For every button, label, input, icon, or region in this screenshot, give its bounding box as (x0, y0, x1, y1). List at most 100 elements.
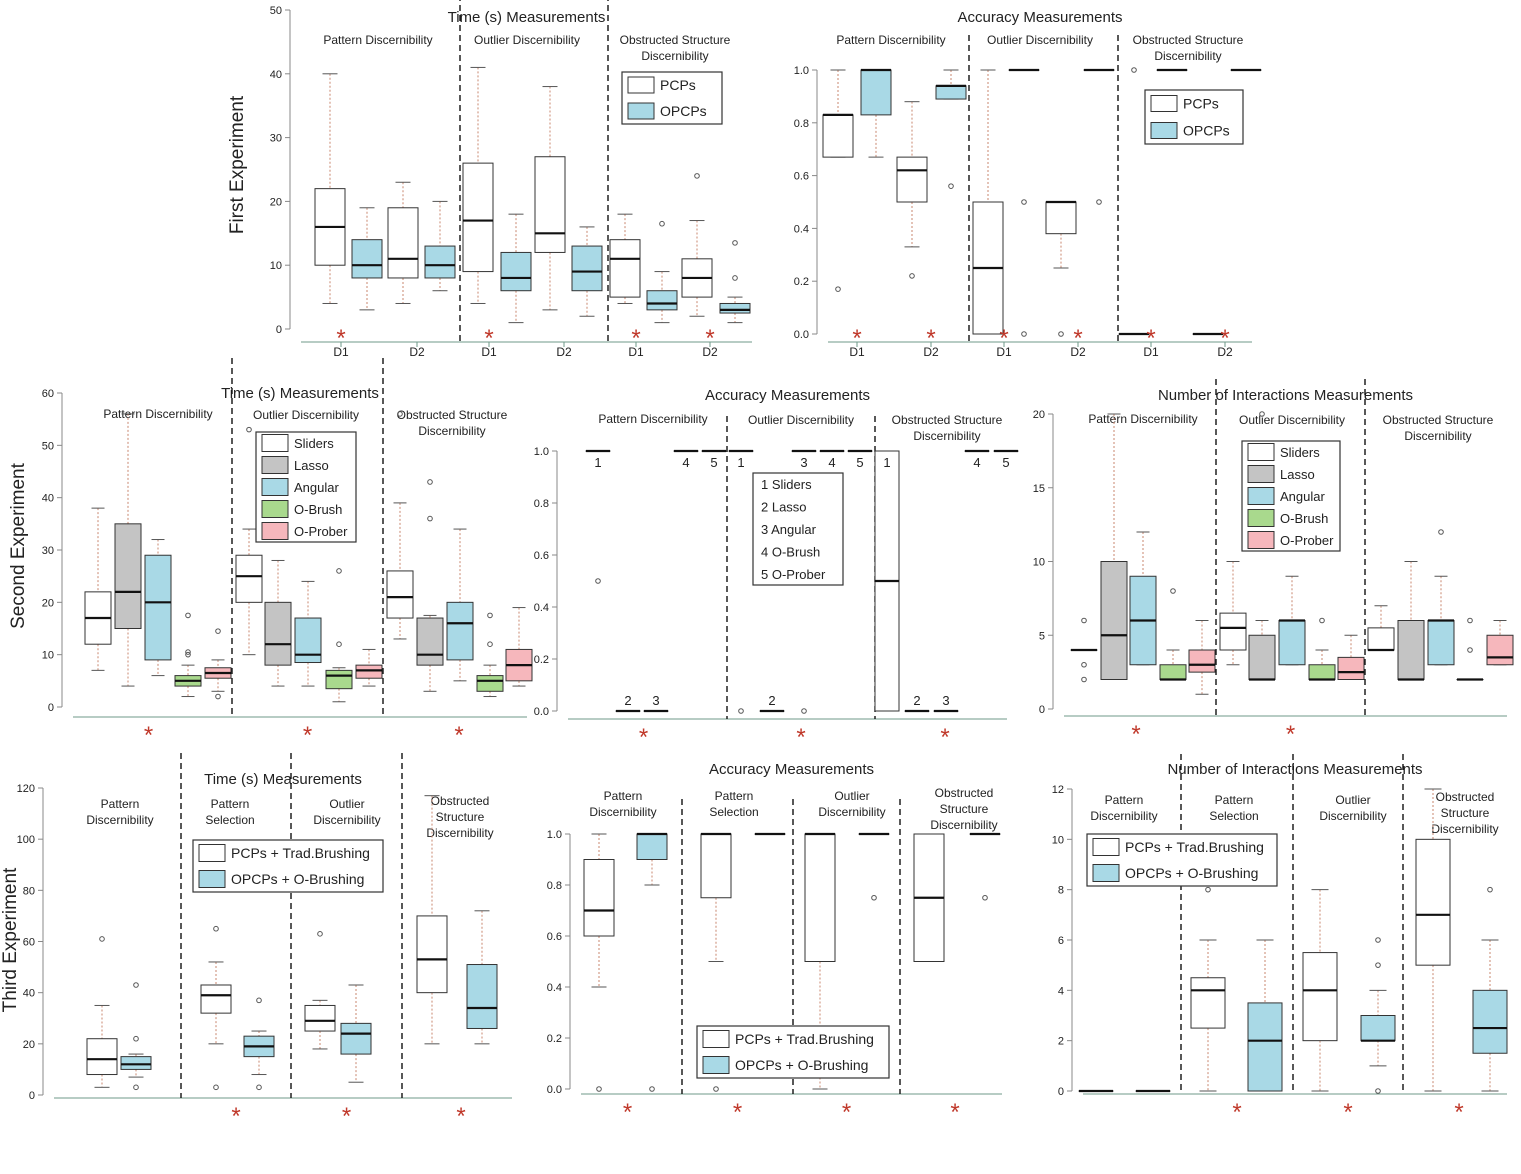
y-tick-label: 30 (42, 545, 54, 557)
significance-star: * (631, 325, 640, 352)
box (805, 834, 835, 962)
box (201, 985, 231, 1013)
y-tick-label: 0.2 (794, 276, 809, 288)
box (356, 665, 382, 678)
box (1191, 978, 1225, 1028)
group-label: Outlier (1335, 793, 1370, 807)
outlier-point (983, 895, 988, 900)
outlier-point (216, 694, 221, 699)
group-label: Outlier (834, 789, 869, 803)
outlier-point (1022, 200, 1027, 205)
box (572, 246, 602, 291)
box-number-label: 2 (624, 693, 631, 708)
significance-star: * (999, 325, 1008, 352)
box (823, 115, 853, 157)
legend-entry-label: 1 Sliders (761, 477, 812, 492)
significance-star: * (852, 325, 861, 352)
legend-entry-label: PCPs + Trad.Brushing (231, 845, 370, 861)
box-number-label: 1 (883, 455, 890, 470)
legend-swatch (1248, 510, 1274, 527)
legend-swatch (1151, 123, 1177, 139)
significance-star: * (303, 722, 312, 749)
y-tick-label: 20 (1033, 409, 1045, 421)
box (1309, 665, 1335, 680)
box (417, 618, 443, 665)
legend-entry-label: Sliders (294, 436, 334, 451)
group-label: Pattern Discernibility (103, 407, 212, 421)
x-tick-label: D2 (556, 345, 572, 359)
legend-entry-label: 4 O-Brush (761, 544, 820, 559)
box (1473, 990, 1507, 1053)
outlier-point (1059, 332, 1064, 337)
y-tick-label: 20 (23, 1039, 35, 1051)
y-tick-label: 6 (1058, 935, 1064, 947)
legend-swatch (262, 501, 288, 518)
group-label: Pattern Discernibility (836, 33, 945, 47)
chart-panel-6: Accuracy Measurements0.00.20.40.60.81.0P… (547, 761, 1002, 1126)
legend-entry-label: 2 Lasso (761, 500, 807, 515)
significance-star: * (926, 325, 935, 352)
box (417, 916, 447, 993)
row-label-first-experiment: First Experiment (227, 95, 248, 234)
box-number-label: 1 (594, 455, 601, 470)
outlier-point (337, 642, 342, 647)
y-tick-label: 0.4 (534, 602, 549, 614)
group-label: Selection (709, 805, 758, 819)
y-tick-label: 40 (42, 493, 54, 505)
box (1398, 621, 1424, 680)
chart-title: Number of Interactions Measurements (1167, 761, 1422, 778)
group-label: Outlier Discernibility (748, 413, 854, 427)
legend-swatch (1151, 96, 1177, 112)
group-label: Obstructed Structure (397, 408, 508, 422)
chart-title: Number of Interactions Measurements (1158, 387, 1413, 404)
box (1248, 1003, 1282, 1091)
y-tick-label: 10 (270, 260, 282, 272)
y-tick-label: 4 (1058, 985, 1064, 997)
outlier-point (1439, 530, 1444, 535)
significance-star: * (144, 722, 153, 749)
legend-entry-label: Lasso (1280, 467, 1315, 482)
significance-star: * (940, 724, 949, 751)
chart-panel-3: Accuracy Measurements0.00.20.40.60.81.0P… (534, 387, 1018, 751)
row-label-second-experiment: Second Experiment (8, 462, 29, 629)
significance-star: * (733, 1099, 742, 1126)
outlier-point (428, 516, 433, 521)
group-label: Structure (940, 802, 989, 816)
significance-star: * (1232, 1099, 1241, 1126)
legend-swatch (703, 1057, 729, 1074)
box (467, 965, 497, 1029)
y-tick-label: 0.6 (547, 931, 562, 943)
significance-star: * (1146, 325, 1155, 352)
significance-star: * (342, 1103, 351, 1130)
y-tick-label: 0 (29, 1090, 35, 1102)
box (305, 1005, 335, 1031)
group-label: Obstructed (935, 786, 994, 800)
outlier-point (257, 1085, 262, 1090)
y-tick-label: 0.0 (534, 706, 549, 718)
legend-entry-label: O-Brush (294, 502, 342, 517)
box (1189, 650, 1215, 672)
legend-entry-label: OPCPs + O-Brushing (231, 871, 364, 887)
box (388, 208, 418, 278)
legend-swatch (1093, 865, 1119, 882)
box (387, 571, 413, 618)
outlier-point (1171, 589, 1176, 594)
box (1368, 628, 1394, 650)
group-label: Outlier Discernibility (1239, 413, 1345, 427)
chart-title: Accuracy Measurements (709, 761, 874, 778)
legend-swatch (1248, 466, 1274, 483)
y-tick-label: 10 (1052, 834, 1064, 846)
group-label: Pattern (715, 789, 754, 803)
y-tick-label: 60 (23, 937, 35, 949)
outlier-point (910, 274, 915, 279)
y-tick-label: 40 (23, 988, 35, 1000)
y-tick-label: 30 (270, 133, 282, 145)
group-label: Discernibility (930, 818, 997, 832)
box (936, 86, 966, 99)
group-label: Pattern (604, 789, 643, 803)
chart-title: Accuracy Measurements (705, 387, 870, 404)
y-tick-label: 0 (1058, 1086, 1064, 1098)
outlier-point (216, 629, 221, 634)
y-tick-label: 0.4 (547, 982, 562, 994)
